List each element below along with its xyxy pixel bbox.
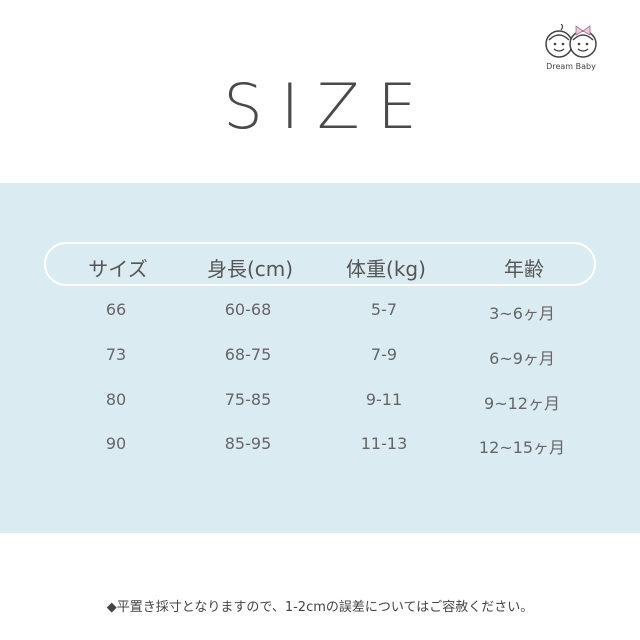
cell-size: 66: [105, 300, 127, 319]
cell-weight: 7-9: [370, 345, 398, 364]
cell-weight: 11-13: [360, 434, 408, 453]
cell-weight: 5-7: [370, 300, 398, 319]
header-age: 年齢: [504, 257, 544, 281]
measurement-note: ◆平置き採寸となりますので、1-2cmの誤差についてはご容赦ください。: [106, 600, 534, 615]
cell-height: 68-75: [224, 345, 272, 364]
header-size: サイズ: [88, 257, 148, 281]
table-row: 90 85-95 11-13 12~15ヶ月: [44, 434, 596, 464]
cell-weight: 9-11: [365, 390, 403, 409]
header-weight: 体重(kg): [346, 257, 426, 281]
cell-size: 80: [105, 390, 127, 409]
cell-age: 6~9ヶ月: [489, 349, 555, 368]
logo-text: Dream Baby: [546, 62, 596, 71]
table-row: 66 60-68 5-7 3~6ヶ月: [44, 300, 596, 330]
cell-size: 73: [105, 345, 127, 364]
table-header: サイズ 身長(cm) 体重(kg) 年齢: [44, 242, 596, 286]
header-height: 身長(cm): [206, 257, 294, 281]
cell-age: 9~12ヶ月: [484, 394, 560, 413]
page-title: SIZE: [223, 70, 435, 143]
cell-height: 75-85: [224, 390, 272, 409]
cell-age: 12~15ヶ月: [478, 438, 566, 457]
table-row: 80 75-85 9-11 9~12ヶ月: [44, 390, 596, 420]
brand-logo: Dream Baby: [536, 23, 606, 72]
cell-size: 90: [105, 434, 127, 453]
size-table-background: [0, 183, 640, 533]
table-row: 73 68-75 7-9 6~9ヶ月: [44, 345, 596, 375]
cell-height: 60-68: [224, 300, 272, 319]
cell-age: 3~6ヶ月: [489, 304, 555, 323]
baby-faces-icon: [545, 23, 597, 58]
cell-height: 85-95: [224, 434, 272, 453]
